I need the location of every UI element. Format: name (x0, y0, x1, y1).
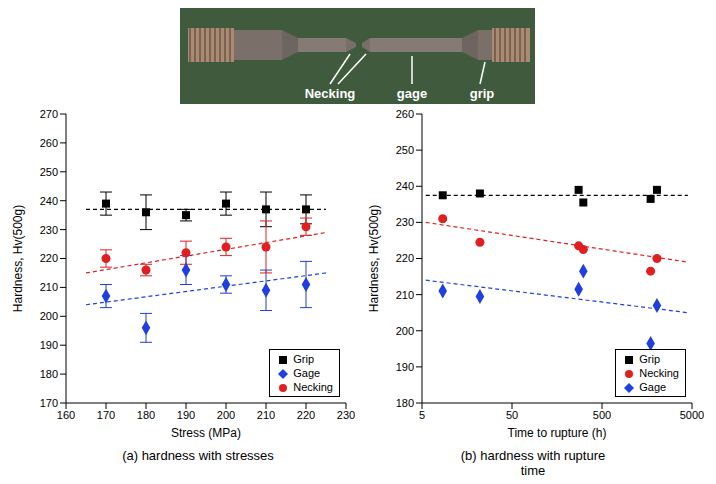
svg-text:230: 230 (337, 409, 355, 421)
svg-text:170: 170 (97, 409, 115, 421)
svg-text:230: 230 (40, 224, 58, 236)
html-text:Necking: Necking (293, 380, 333, 393)
svg-text:220: 220 (40, 252, 58, 264)
svg-text:160: 160 (57, 409, 75, 421)
svg-text:210: 210 (396, 289, 414, 301)
svg-text:200: 200 (217, 409, 235, 421)
svg-text:190: 190 (40, 339, 58, 351)
svg-text:210: 210 (257, 409, 275, 421)
svg-text:240: 240 (40, 195, 58, 207)
svg-text:180: 180 (40, 368, 58, 380)
svg-text:200: 200 (40, 310, 58, 322)
svg-text:260: 260 (396, 108, 414, 120)
svg-text:210: 210 (40, 281, 58, 293)
html-text:Gage: Gage (293, 366, 321, 379)
svg-text:200: 200 (396, 325, 414, 337)
svg-text:220: 220 (297, 409, 315, 421)
svg-text:gage: gage (397, 86, 427, 101)
svg-text:500: 500 (593, 409, 611, 421)
svg-text:Hardness, Hv(500g): Hardness, Hv(500g) (367, 205, 381, 312)
html-text:Grip: Grip (293, 352, 314, 365)
svg-text:50: 50 (506, 409, 518, 421)
svg-text:250: 250 (396, 144, 414, 156)
svg-text:Time to rupture (h): Time to rupture (h) (508, 426, 607, 440)
svg-text:5000: 5000 (680, 409, 704, 421)
svg-text:260: 260 (40, 137, 58, 149)
html-text:Grip: Grip (639, 352, 660, 365)
svg-text:Stress (MPa): Stress (MPa) (171, 426, 241, 440)
svg-text:190: 190 (396, 361, 414, 373)
svg-text:5: 5 (419, 409, 425, 421)
svg-text:220: 220 (396, 252, 414, 264)
svg-text:250: 250 (40, 166, 58, 178)
html-text:Gage: Gage (639, 380, 667, 393)
svg-text:240: 240 (396, 180, 414, 192)
svg-text:Necking: Necking (305, 86, 356, 101)
svg-text:190: 190 (177, 409, 195, 421)
svg-text:230: 230 (396, 216, 414, 228)
svg-text:270: 270 (40, 108, 58, 120)
html-text:Necking: Necking (639, 366, 679, 379)
svg-text:170: 170 (40, 397, 58, 409)
svg-text:180: 180 (137, 409, 155, 421)
svg-text:180: 180 (396, 397, 414, 409)
svg-text:Hardness, Hv(500g): Hardness, Hv(500g) (11, 205, 25, 312)
svg-text:grip: grip (470, 86, 495, 101)
html-text:(a) hardness with stresses: (a) hardness with stresses (122, 448, 274, 463)
